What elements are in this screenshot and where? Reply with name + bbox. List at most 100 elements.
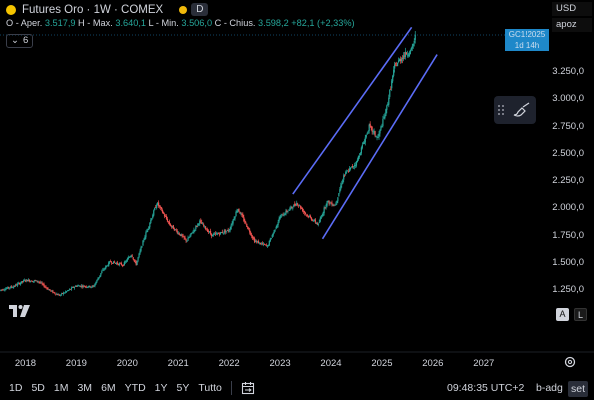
adjustment-toggle[interactable]: b-adg xyxy=(536,382,563,394)
open-value: 3.517,9 xyxy=(44,18,76,28)
candle-body xyxy=(174,229,176,231)
settings-toggle[interactable]: set xyxy=(568,381,589,397)
candle-body xyxy=(21,281,24,282)
candle-body xyxy=(177,232,179,234)
candle-body xyxy=(173,228,175,231)
candle-body xyxy=(255,241,257,243)
candle-body xyxy=(19,282,22,285)
candle-body xyxy=(268,240,270,246)
candle-body xyxy=(74,285,77,287)
candle-body xyxy=(337,197,339,202)
candle-body xyxy=(106,265,108,267)
candle-body xyxy=(350,166,353,168)
candle-body xyxy=(96,279,98,282)
candle-body xyxy=(403,55,406,57)
indicators-toggle[interactable]: ⌄ 6 xyxy=(6,34,34,48)
timeframe-ytd[interactable]: YTD xyxy=(124,382,146,394)
candle-body xyxy=(125,261,127,263)
candle-body xyxy=(93,286,95,287)
drawing-toolbox[interactable] xyxy=(494,96,536,124)
candle-body xyxy=(144,236,146,240)
drag-handle-icon[interactable] xyxy=(498,103,504,117)
timeframe-5d[interactable]: 5D xyxy=(31,382,45,394)
timeframe-3m[interactable]: 3M xyxy=(77,382,93,394)
candle-body xyxy=(267,245,269,246)
candle-body xyxy=(263,243,266,245)
channel-upper-line[interactable] xyxy=(292,26,413,195)
candle-body xyxy=(160,207,163,210)
candle-body xyxy=(296,203,298,206)
candle-body xyxy=(7,287,9,289)
candle-body xyxy=(126,258,128,261)
candle-body xyxy=(50,290,52,292)
timeframe-5y[interactable]: 5Y xyxy=(176,382,190,394)
candle-body xyxy=(252,236,254,239)
candle-body xyxy=(114,262,117,264)
timeframe-1y[interactable]: 1Y xyxy=(154,382,168,394)
candle-body xyxy=(264,244,266,246)
log-scale-button[interactable]: L xyxy=(574,308,587,321)
auto-scale-button[interactable]: A xyxy=(556,308,569,321)
candle-body xyxy=(165,216,168,219)
candle-body xyxy=(273,230,275,233)
candle-body xyxy=(107,265,109,267)
symbol-title[interactable]: Futures Oro · 1W · COMEX xyxy=(22,3,164,16)
candle-body xyxy=(116,262,119,264)
candle-body xyxy=(281,214,283,216)
candle-body xyxy=(349,168,351,172)
clock-readout[interactable]: 09:48:35 UTC+2 xyxy=(447,382,525,394)
timeframe-1d[interactable]: 1D xyxy=(9,382,23,394)
change-value: +82,1 (+2,33%) xyxy=(291,18,355,28)
candle-body xyxy=(155,207,157,208)
candle-body xyxy=(47,288,49,290)
candle-body xyxy=(275,227,277,229)
timeframe-6m[interactable]: 6M xyxy=(101,382,116,394)
candle-body xyxy=(407,54,409,56)
candle-body xyxy=(75,286,77,287)
candle-body xyxy=(234,216,236,219)
candle-body xyxy=(94,283,96,286)
candle-body xyxy=(389,89,391,97)
candle-body xyxy=(84,286,86,288)
candle-body xyxy=(111,262,113,264)
candle-body xyxy=(286,210,288,212)
mode-select[interactable]: apoz xyxy=(552,18,592,32)
chevron-down-icon: ⌄ xyxy=(11,35,19,46)
brush-icon[interactable] xyxy=(512,102,532,118)
candle-body xyxy=(262,243,265,245)
time-tick-label: 2019 xyxy=(65,358,87,369)
currency-select[interactable]: USD xyxy=(552,2,592,16)
candle-body xyxy=(118,263,121,265)
calendar-icon[interactable] xyxy=(241,381,255,395)
candle-body xyxy=(304,212,307,215)
gear-icon[interactable] xyxy=(563,355,577,369)
candle-body xyxy=(291,206,293,208)
candle-body xyxy=(244,220,246,223)
timeframe-1m[interactable]: 1M xyxy=(53,382,69,394)
candle-body xyxy=(294,203,296,206)
candle-body xyxy=(41,282,43,284)
candle-body xyxy=(238,208,240,212)
candle-body xyxy=(345,172,347,175)
candle-body xyxy=(101,271,103,274)
candle-body xyxy=(377,137,379,139)
candle-body xyxy=(37,281,39,283)
candle-body xyxy=(233,218,235,220)
candle-body xyxy=(332,205,334,206)
candle-body xyxy=(140,247,142,251)
candle-body xyxy=(227,229,229,232)
data-badge[interactable]: D xyxy=(179,3,209,16)
candle-body xyxy=(72,286,75,288)
timeframe-all[interactable]: Tutto xyxy=(198,382,222,394)
tradingview-logo-icon xyxy=(9,305,30,317)
candle-body xyxy=(366,133,368,135)
candle-body xyxy=(224,230,226,233)
candle-body xyxy=(30,280,32,282)
candle-body xyxy=(62,292,64,294)
candle-body xyxy=(0,289,1,291)
candle-body xyxy=(217,233,219,234)
candle-body xyxy=(242,214,244,218)
candle-body xyxy=(199,220,201,224)
channel-lower-line[interactable] xyxy=(321,54,438,240)
